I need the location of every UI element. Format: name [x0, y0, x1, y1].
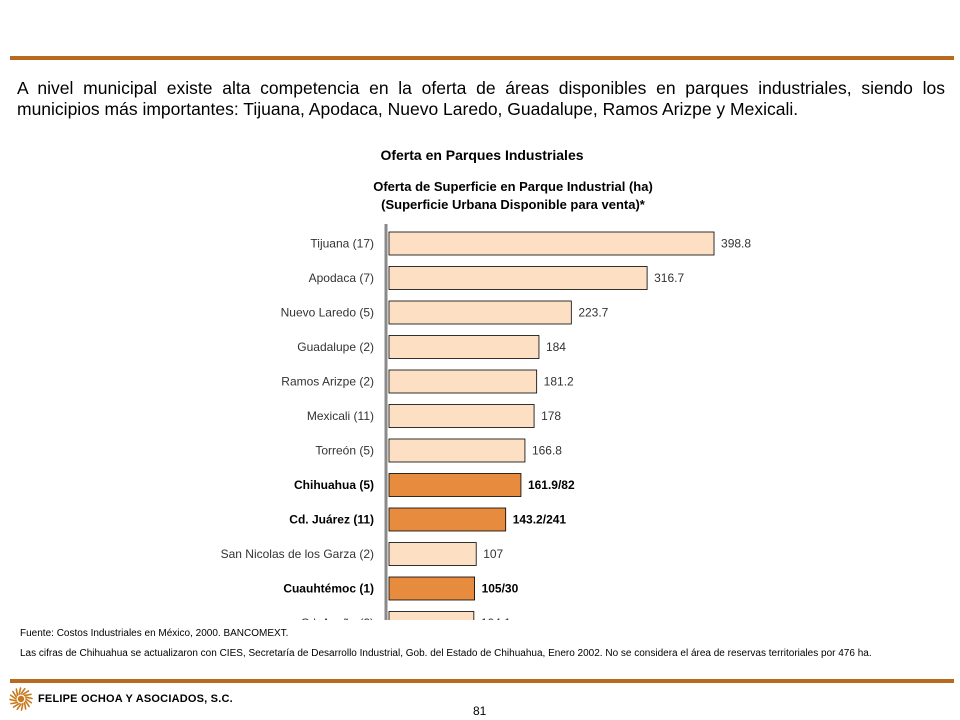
logo-ray	[9, 694, 17, 700]
bar-cuauhtemoc-1	[388, 576, 475, 601]
logo-ray	[16, 703, 22, 711]
section-title-text: Oferta en Parques Industriales	[380, 147, 584, 163]
bar-chihuahua-5	[388, 473, 522, 497]
bar-torreon-5	[388, 438, 526, 463]
logo-ray	[23, 693, 32, 697]
value-label-guadalupe-2: 184	[546, 340, 566, 354]
company-name: FELIPE OCHOA Y ASOCIADOS, S.C.	[38, 693, 233, 705]
category-label-cd-juarez-11: Cd. Juárez (11)	[289, 513, 374, 527]
logo-ray	[25, 698, 33, 704]
logo-ray	[12, 702, 20, 708]
chart-subtitle: (Superficie Urbana Disponible para venta…	[381, 197, 645, 212]
category-label-apodaca-7: Apodaca (7)	[309, 271, 374, 285]
bar-nuevo-laredo-5	[388, 300, 572, 325]
top-divider	[10, 56, 954, 60]
chart-title-block: Oferta de Superficie en Parque Industria…	[313, 178, 713, 214]
bar-mexicali-11	[388, 404, 535, 428]
logo-ray	[15, 688, 19, 697]
category-label-san-nicolas-de-los-garza-2: San Nicolas de los Garza (2)	[221, 547, 374, 561]
value-label-chihuahua-5: 161.9/82	[528, 478, 575, 492]
bar-tijuana-17	[388, 231, 715, 256]
logo-ray	[12, 690, 18, 698]
value-label-cuauhtemoc-1: 105/30	[482, 582, 519, 596]
chart-title: Oferta de Superficie en Parque Industria…	[373, 179, 653, 194]
logo-ray	[18, 687, 22, 696]
category-label-mexicali-11: Mexicali (11)	[307, 409, 374, 423]
logo-ray	[9, 698, 18, 702]
section-title: Oferta en Parques Industriales	[0, 147, 960, 163]
logo-ray	[24, 696, 33, 700]
value-label-cd-juarez-11: 143.2/241	[513, 513, 567, 527]
bar-apodaca-7	[388, 266, 648, 290]
category-label-cuauhtemoc-1: Cuauhtémoc (1)	[283, 582, 374, 596]
category-label-chihuahua-5: Chihuahua (5)	[294, 478, 374, 492]
bar-cd-acuna-2	[388, 611, 475, 620]
logo-ray	[23, 701, 27, 710]
intro-paragraph: A nivel municipal existe alta competenci…	[17, 78, 945, 119]
bar-ramos-arizpe-2	[388, 369, 538, 394]
value-label-tijuana-17: 398.8	[721, 237, 751, 251]
value-label-mexicali-11: 178	[541, 409, 561, 423]
bar-san-nicolas-de-los-garza-2	[388, 542, 477, 566]
bar-guadalupe-2	[388, 335, 540, 359]
category-label-torreon-5: Torreón (5)	[315, 444, 374, 458]
category-label-guadalupe-2: Guadalupe (2)	[297, 340, 374, 354]
source-footnote: Fuente: Costos Industriales en México, 2…	[20, 628, 289, 639]
logo-ray	[10, 701, 19, 705]
value-label-ramos-arizpe-2: 181.2	[544, 375, 574, 389]
category-label-ramos-arizpe-2: Ramos Arizpe (2)	[281, 375, 374, 389]
logo-ray	[22, 690, 30, 696]
category-label-cd-acuna-2: Cd. Acuña (2)	[301, 616, 374, 620]
page-number: 81	[473, 704, 487, 718]
bar-chart: Tijuana (17) 398.8 Apodaca (7) 316.7 Nuevo L…	[221, 224, 751, 620]
logo-ray	[20, 687, 26, 695]
value-label-nuevo-laredo-5: 223.7	[578, 306, 608, 320]
category-label-nuevo-laredo-5: Nuevo Laredo (5)	[281, 306, 374, 320]
bar-cd-juarez-11	[388, 507, 507, 532]
value-label-san-nicolas-de-los-garza-2: 107	[483, 547, 503, 561]
category-label-tijuana-17: Tijuana (17)	[310, 237, 374, 251]
bottom-divider	[10, 679, 954, 683]
sunburst-logo-icon	[9, 687, 33, 711]
logo-ray	[24, 700, 30, 708]
value-label-apodaca-7: 316.7	[654, 271, 684, 285]
note-footnote: Las cifras de Chihuahua se actualizaron …	[20, 648, 872, 659]
logo-ray	[20, 702, 24, 711]
value-label-cd-acuna-2: 104.1	[481, 616, 511, 620]
value-label-torreon-5: 166.8	[532, 444, 562, 458]
